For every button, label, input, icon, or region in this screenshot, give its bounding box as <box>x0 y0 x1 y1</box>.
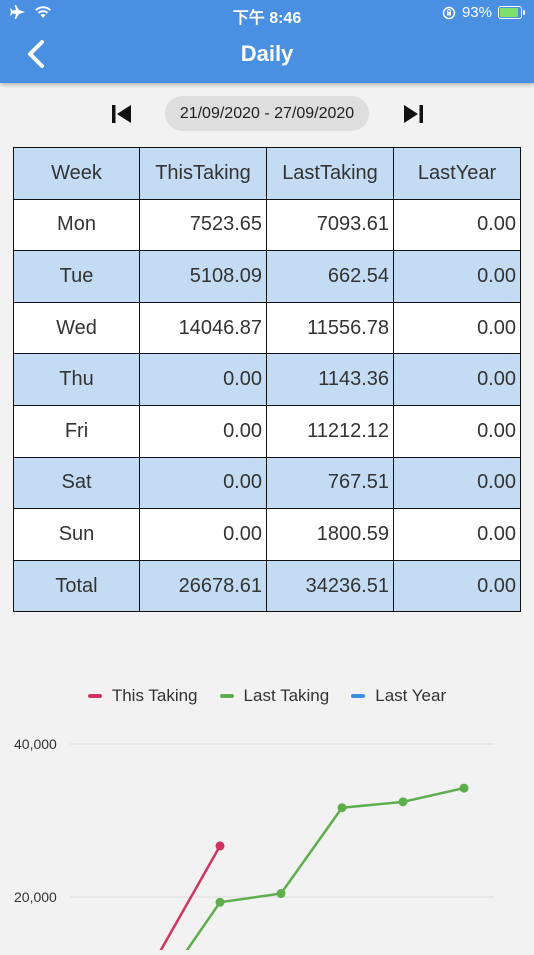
date-navigation: 21/09/2020 - 27/09/2020 <box>0 95 534 133</box>
legend-item-last-year[interactable]: Last Year <box>351 686 446 706</box>
daily-table: Week ThisTaking LastTaking LastYear Mon … <box>13 147 521 613</box>
last-year-cell: 0.00 <box>393 301 521 355</box>
column-header-last-year: LastYear <box>393 147 521 200</box>
legend-swatch <box>351 694 366 698</box>
table-row: Sun 0.00 1800.59 0.00 <box>13 508 521 561</box>
skip-next-icon <box>404 105 423 123</box>
this-taking-total-cell: 26678.61 <box>139 559 267 613</box>
battery-percent: 93% <box>461 4 492 21</box>
data-point <box>337 803 347 813</box>
this-taking-cell: 0.00 <box>139 456 267 510</box>
last-taking-cell: 7093.61 <box>266 198 394 252</box>
day-cell: Thu <box>13 353 140 406</box>
wifi-icon <box>35 6 51 18</box>
legend-swatch <box>219 694 234 698</box>
table-row: Wed 14046.87 11556.78 0.00 <box>13 301 521 355</box>
day-cell: Fri <box>13 404 140 458</box>
table-row: Sat 0.00 767.51 0.00 <box>13 456 521 510</box>
last-taking-cell: 11556.78 <box>266 301 394 355</box>
last-year-cell: 0.00 <box>393 250 521 303</box>
column-header-this-taking: ThisTaking <box>139 147 267 200</box>
last-year-cell: 0.00 <box>393 198 521 252</box>
legend-item-last-taking[interactable]: Last Taking <box>219 686 330 706</box>
this-taking-cell: 14046.87 <box>139 301 267 355</box>
this-taking-cell: 7523.65 <box>139 198 267 252</box>
total-label-cell: Total <box>13 559 140 613</box>
legend-swatch <box>87 694 102 698</box>
last-taking-cell: 11212.12 <box>266 404 394 458</box>
data-point <box>215 841 225 851</box>
table-header-row: Week ThisTaking LastTaking LastYear <box>13 147 521 200</box>
table-row: Thu 0.00 1143.36 0.00 <box>13 353 521 406</box>
chevron-left-icon <box>28 40 44 68</box>
data-point <box>276 889 286 899</box>
last-year-cell: 0.00 <box>393 404 521 458</box>
data-point <box>398 797 408 807</box>
last-year-cell: 0.00 <box>393 353 521 406</box>
date-range-chip[interactable]: 21/09/2020 - 27/09/2020 <box>165 96 369 131</box>
column-header-week: Week <box>13 147 140 200</box>
table-row: Mon 7523.65 7093.61 0.00 <box>13 198 521 252</box>
battery-icon <box>498 6 525 19</box>
legend-label: Last Year <box>375 686 447 705</box>
y-tick-label: 40,000 <box>14 736 57 752</box>
this-taking-cell: 0.00 <box>139 508 267 561</box>
series-line-0 <box>154 845 222 955</box>
day-cell: Sun <box>13 508 140 561</box>
column-header-last-taking: LastTaking <box>266 147 394 200</box>
last-taking-cell: 662.54 <box>266 250 394 303</box>
y-tick-label: 20,000 <box>14 889 57 905</box>
last-taking-cell: 1800.59 <box>266 508 394 561</box>
series-line-1 <box>182 786 465 955</box>
next-week-button[interactable] <box>400 103 426 125</box>
this-taking-cell: 0.00 <box>139 404 267 458</box>
table-total-row: Total 26678.61 34236.51 0.00 <box>13 559 521 613</box>
status-left <box>10 4 52 20</box>
status-bar: 下午 8:46 93% <box>0 0 534 28</box>
airplane-icon <box>10 5 25 19</box>
last-year-total-cell: 0.00 <box>393 559 521 613</box>
table-row: Tue 5108.09 662.54 0.00 <box>13 250 521 303</box>
legend-label: This Taking <box>111 686 198 705</box>
orientation-lock-icon <box>442 6 456 19</box>
this-taking-cell: 0.00 <box>139 353 267 406</box>
day-cell: Sat <box>13 456 140 510</box>
day-cell: Wed <box>13 301 140 355</box>
battery-level <box>500 8 518 17</box>
status-right: 93% <box>442 4 525 21</box>
previous-week-button[interactable] <box>109 103 135 125</box>
skip-previous-icon <box>112 105 131 123</box>
last-taking-cell: 1143.36 <box>266 353 394 406</box>
back-button[interactable] <box>22 38 52 70</box>
day-cell: Mon <box>13 198 140 252</box>
last-taking-total-cell: 34236.51 <box>266 559 394 613</box>
last-year-cell: 0.00 <box>393 456 521 510</box>
app-bar: 下午 8:46 93% Daily <box>0 0 534 83</box>
legend-label: Last Taking <box>243 686 330 705</box>
line-chart: 40,000 20,000 <box>0 720 534 955</box>
last-taking-cell: 767.51 <box>266 456 394 510</box>
table-row: Fri 0.00 11212.12 0.00 <box>13 404 521 458</box>
page-title: Daily <box>240 41 294 66</box>
this-taking-cell: 5108.09 <box>139 250 267 303</box>
chart-legend: This Taking Last Taking Last Year <box>0 686 534 706</box>
last-year-cell: 0.00 <box>393 508 521 561</box>
status-time: 下午 8:46 <box>232 10 302 27</box>
data-point <box>459 783 469 793</box>
data-point <box>215 897 225 907</box>
chart-plot: 40,000 20,000 <box>14 736 494 955</box>
day-cell: Tue <box>13 250 140 303</box>
legend-item-this-taking[interactable]: This Taking <box>87 686 198 706</box>
